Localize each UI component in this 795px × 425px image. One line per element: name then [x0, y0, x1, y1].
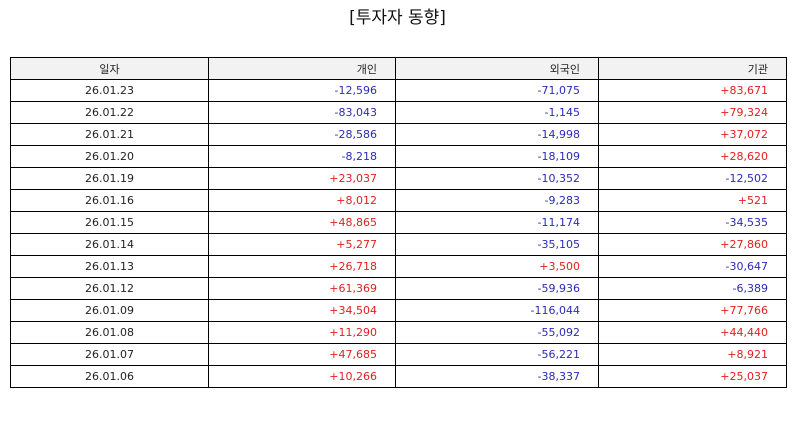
foreign-cell: -55,092	[395, 321, 599, 344]
column-header-individual: 개인	[208, 57, 396, 80]
foreign-cell: -18,109	[395, 145, 599, 168]
column-header-institution: 기관	[598, 57, 787, 80]
individual-cell: +47,685	[208, 343, 396, 366]
table-row: 26.01.16 +8,012 -9,283 +521	[10, 189, 787, 212]
date-cell: 26.01.23	[10, 79, 209, 102]
date-cell: 26.01.20	[10, 145, 209, 168]
foreign-cell: -9,283	[395, 189, 599, 212]
column-header-date: 일자	[10, 57, 209, 80]
table-row: 26.01.08 +11,290 -55,092 +44,440	[10, 321, 787, 344]
date-cell: 26.01.19	[10, 167, 209, 190]
foreign-cell: -11,174	[395, 211, 599, 234]
column-header-foreign: 외국인	[395, 57, 599, 80]
table-row: 26.01.07 +47,685 -56,221 +8,921	[10, 343, 787, 366]
institution-cell: -6,389	[598, 277, 787, 300]
foreign-cell: -1,145	[395, 101, 599, 124]
foreign-cell: +3,500	[395, 255, 599, 278]
foreign-cell: -38,337	[395, 365, 599, 388]
date-cell: 26.01.13	[10, 255, 209, 278]
table-row: 26.01.14 +5,277 -35,105 +27,860	[10, 233, 787, 256]
page-title: [투자자 동향]	[349, 8, 446, 28]
foreign-cell: -71,075	[395, 79, 599, 102]
table-row: 26.01.06 +10,266 -38,337 +25,037	[10, 365, 787, 388]
institution-cell: +27,860	[598, 233, 787, 256]
individual-cell: -28,586	[208, 123, 396, 146]
individual-cell: +61,369	[208, 277, 396, 300]
investor-trend-table: 일자 개인 외국인 기관 26.01.23 -12,596 -71,075 +83,6…	[10, 57, 787, 388]
table-row: 26.01.22 -83,043 -1,145 +79,324	[10, 101, 787, 124]
institution-cell: +79,324	[598, 101, 787, 124]
institution-cell: +8,921	[598, 343, 787, 366]
individual-cell: -8,218	[208, 145, 396, 168]
foreign-cell: -56,221	[395, 343, 599, 366]
institution-cell: -30,647	[598, 255, 787, 278]
date-cell: 26.01.08	[10, 321, 209, 344]
individual-cell: +26,718	[208, 255, 396, 278]
table-row: 26.01.15 +48,865 -11,174 -34,535	[10, 211, 787, 234]
table-row: 26.01.13 +26,718 +3,500 -30,647	[10, 255, 787, 278]
individual-cell: +8,012	[208, 189, 396, 212]
table-row: 26.01.19 +23,037 -10,352 -12,502	[10, 167, 787, 190]
individual-cell: -12,596	[208, 79, 396, 102]
institution-cell: +37,072	[598, 123, 787, 146]
date-cell: 26.01.09	[10, 299, 209, 322]
date-cell: 26.01.12	[10, 277, 209, 300]
date-cell: 26.01.22	[10, 101, 209, 124]
individual-cell: +5,277	[208, 233, 396, 256]
institution-cell: +28,620	[598, 145, 787, 168]
individual-cell: +34,504	[208, 299, 396, 322]
table-row: 26.01.23 -12,596 -71,075 +83,671	[10, 79, 787, 102]
table-row: 26.01.12 +61,369 -59,936 -6,389	[10, 277, 787, 300]
individual-cell: +10,266	[208, 365, 396, 388]
foreign-cell: -10,352	[395, 167, 599, 190]
date-cell: 26.01.15	[10, 211, 209, 234]
institution-cell: +521	[598, 189, 787, 212]
foreign-cell: -35,105	[395, 233, 599, 256]
date-cell: 26.01.07	[10, 343, 209, 366]
date-cell: 26.01.16	[10, 189, 209, 212]
institution-cell: -12,502	[598, 167, 787, 190]
table-row: 26.01.21 -28,586 -14,998 +37,072	[10, 123, 787, 146]
date-cell: 26.01.06	[10, 365, 209, 388]
foreign-cell: -14,998	[395, 123, 599, 146]
institution-cell: +25,037	[598, 365, 787, 388]
table-row: 26.01.20 -8,218 -18,109 +28,620	[10, 145, 787, 168]
individual-cell: +48,865	[208, 211, 396, 234]
individual-cell: -83,043	[208, 101, 396, 124]
institution-cell: +44,440	[598, 321, 787, 344]
individual-cell: +11,290	[208, 321, 396, 344]
table-row: 26.01.09 +34,504 -116,044 +77,766	[10, 299, 787, 322]
institution-cell: -34,535	[598, 211, 787, 234]
table-body: 26.01.23 -12,596 -71,075 +83,671 26.01.22 -83…	[10, 79, 787, 388]
foreign-cell: -116,044	[395, 299, 599, 322]
date-cell: 26.01.14	[10, 233, 209, 256]
table-header-row: 일자 개인 외국인 기관	[10, 57, 787, 80]
date-cell: 26.01.21	[10, 123, 209, 146]
institution-cell: +83,671	[598, 79, 787, 102]
institution-cell: +77,766	[598, 299, 787, 322]
individual-cell: +23,037	[208, 167, 396, 190]
foreign-cell: -59,936	[395, 277, 599, 300]
